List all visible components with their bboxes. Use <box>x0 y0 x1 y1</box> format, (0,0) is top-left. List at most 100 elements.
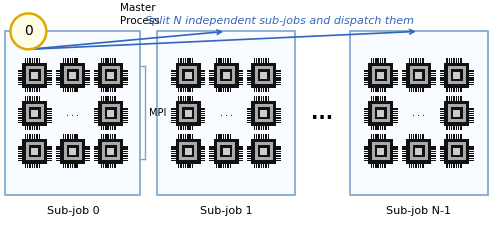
Bar <box>413 69 425 81</box>
Bar <box>239 77 243 79</box>
Bar <box>402 160 406 161</box>
Bar <box>456 96 457 101</box>
Bar <box>191 58 193 63</box>
Bar <box>439 113 444 114</box>
Bar <box>393 160 398 161</box>
Bar <box>378 88 379 92</box>
Bar <box>378 126 379 130</box>
Bar <box>56 146 60 147</box>
Bar <box>247 77 251 79</box>
Bar <box>74 88 76 92</box>
Bar <box>368 101 393 126</box>
Bar <box>368 63 393 88</box>
Bar <box>276 79 281 81</box>
Bar <box>431 153 436 154</box>
Bar <box>422 164 424 168</box>
Bar <box>261 88 262 92</box>
Bar <box>63 164 64 168</box>
Bar <box>364 77 368 79</box>
Bar <box>384 88 386 92</box>
Bar <box>375 107 387 119</box>
Bar <box>183 58 184 63</box>
Bar <box>268 164 269 168</box>
Bar <box>239 73 243 74</box>
Bar <box>191 126 193 130</box>
Bar <box>239 153 243 154</box>
Bar <box>247 148 251 150</box>
Bar <box>460 134 462 139</box>
Bar <box>422 134 424 139</box>
Bar <box>393 84 398 85</box>
Bar <box>375 164 377 168</box>
Bar <box>268 88 269 92</box>
Bar <box>94 115 98 117</box>
Bar <box>276 75 281 76</box>
Bar <box>364 146 368 147</box>
Bar <box>216 134 217 139</box>
Bar <box>431 75 436 76</box>
Bar <box>382 96 383 101</box>
Bar <box>36 58 38 63</box>
Bar <box>402 153 406 154</box>
Bar <box>56 77 60 79</box>
Bar <box>384 96 386 101</box>
Bar <box>34 58 35 63</box>
Bar <box>373 164 374 168</box>
Bar <box>449 134 450 139</box>
Bar <box>230 58 231 63</box>
Bar <box>261 126 262 130</box>
Bar <box>258 107 270 119</box>
Bar <box>190 58 191 63</box>
Bar <box>431 77 436 79</box>
Bar <box>449 164 450 168</box>
Bar <box>171 122 176 123</box>
Bar <box>112 134 113 139</box>
Bar <box>254 96 255 101</box>
Bar <box>190 134 191 139</box>
Bar <box>85 79 90 81</box>
Bar <box>368 139 393 164</box>
Bar <box>85 158 90 159</box>
Bar <box>223 164 224 168</box>
Bar <box>123 70 128 72</box>
Bar <box>105 134 107 139</box>
Bar <box>251 101 276 126</box>
Bar <box>67 58 69 63</box>
Bar <box>178 126 179 130</box>
Bar <box>413 134 414 139</box>
Bar <box>70 88 71 92</box>
Bar <box>382 88 383 92</box>
Bar <box>364 113 368 114</box>
Bar <box>94 70 98 72</box>
Bar <box>422 88 424 92</box>
Bar <box>239 79 243 81</box>
Bar <box>67 69 79 81</box>
Bar <box>460 88 462 92</box>
Bar <box>469 146 474 147</box>
Bar <box>98 63 123 88</box>
Bar <box>47 158 52 159</box>
Bar <box>431 70 436 72</box>
Bar <box>446 164 448 168</box>
Bar <box>418 134 419 139</box>
Bar <box>375 69 387 81</box>
Bar <box>112 96 113 101</box>
Bar <box>276 82 281 83</box>
Bar <box>107 110 114 117</box>
Bar <box>47 153 52 154</box>
Bar <box>402 155 406 157</box>
Bar <box>411 58 412 63</box>
Bar <box>201 73 205 74</box>
Bar <box>102 104 120 122</box>
Bar <box>209 73 214 74</box>
Bar <box>261 164 262 168</box>
Bar <box>453 148 460 155</box>
Bar <box>393 70 398 72</box>
Bar <box>25 88 26 92</box>
Bar <box>258 69 270 81</box>
Bar <box>47 84 52 85</box>
Bar <box>469 73 474 74</box>
Bar <box>201 75 205 76</box>
Bar <box>56 153 60 154</box>
Bar <box>446 88 448 92</box>
